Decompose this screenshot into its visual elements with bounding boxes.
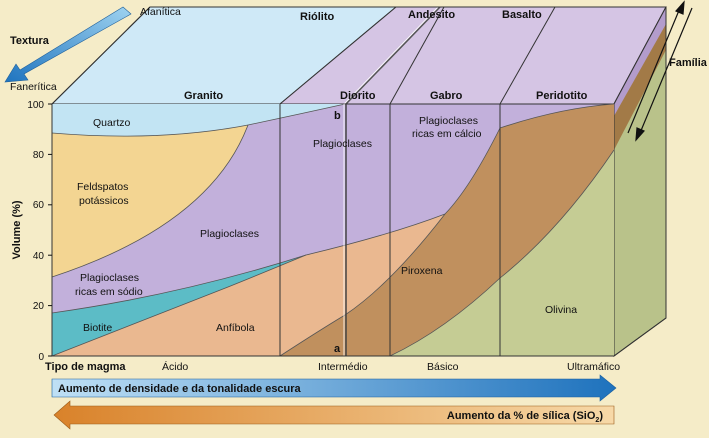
- label-olivine: Olivina: [545, 304, 577, 316]
- density-arrow-label: Aumento de densidade e da tonalidade esc…: [58, 383, 302, 395]
- y-tick-60: 60: [33, 200, 45, 211]
- label-pyroxene: Piroxena: [401, 265, 443, 277]
- top-rock-basalt: Basalto: [502, 9, 542, 21]
- top-rock-andesite: Andesito: [408, 9, 455, 21]
- magma-label: Tipo de magma: [45, 361, 126, 373]
- section-line-back: [345, 6, 441, 105]
- y-tick-80: 80: [33, 150, 45, 161]
- family-label: Família: [669, 57, 708, 69]
- top-divider-2: [499, 6, 556, 105]
- region-outlines: [51, 103, 615, 357]
- top-rock-rhyolite: Riólito: [300, 11, 334, 23]
- label-plagioclase-na-2: ricas em sódio: [75, 286, 143, 298]
- texture-phaneritic: Fanerítica: [10, 81, 57, 93]
- column-dividers: [279, 104, 501, 356]
- silica-arrow: [53, 400, 615, 430]
- marker-b: b: [334, 110, 341, 122]
- olivine-core: [500, 150, 614, 356]
- label-plagioclase-na-1: Plagioclases: [80, 272, 139, 284]
- y-axis-label: Volume (%): [11, 200, 23, 259]
- marker-a: a: [334, 343, 341, 355]
- silica-arrow-label: Aumento da % de sílica (SiO2): [447, 410, 603, 424]
- section-line-back-2: [343, 6, 439, 105]
- cube-edge: [613, 6, 667, 105]
- quartz-region: [52, 104, 345, 137]
- y-axis: [48, 103, 52, 357]
- right-face-plagioclase: [614, 7, 666, 116]
- label-k-feldspar-1: Feldspatos: [77, 181, 128, 193]
- top-divider-1: [389, 6, 445, 105]
- k-feldspar-region: [52, 125, 248, 277]
- label-quartz: Quartzo: [93, 117, 131, 129]
- label-plagioclase-center: Plagioclases: [200, 228, 259, 240]
- y-tick-0: 0: [38, 352, 44, 363]
- texture-arrow: [4, 6, 132, 83]
- front-rock-gabbro: Gabro: [430, 90, 463, 102]
- label-biotite: Biotite: [83, 322, 112, 334]
- magma-basic: Básico: [427, 361, 459, 373]
- density-arrow: [51, 374, 617, 402]
- pyroxene-region: [280, 104, 614, 356]
- label-plagioclase-diorite: Plagioclases: [313, 138, 372, 150]
- y-tick-100: 100: [27, 100, 44, 111]
- magma-intermediate: Intermédio: [318, 361, 368, 373]
- magma-ultramafic: Ultramáfico: [567, 361, 620, 373]
- family-arrow: [627, 0, 693, 142]
- y-tick-20: 20: [33, 301, 45, 312]
- label-plagioclase-ca-2: ricas em cálcio: [412, 128, 482, 140]
- texture-title: Textura: [10, 35, 50, 47]
- front-rock-diorite: Diorito: [340, 90, 376, 102]
- texture-aphanitic: Afanítica: [140, 6, 181, 18]
- front-rock-peridotite: Peridotito: [536, 90, 588, 102]
- label-k-feldspar-2: potássicos: [79, 195, 129, 207]
- y-tick-40: 40: [33, 251, 45, 262]
- label-amphibole: Anfíbola: [216, 322, 255, 334]
- magma-acid: Ácido: [162, 360, 188, 373]
- front-rock-granite: Granito: [184, 90, 223, 102]
- label-plagioclase-ca-1: Plagioclases: [419, 115, 478, 127]
